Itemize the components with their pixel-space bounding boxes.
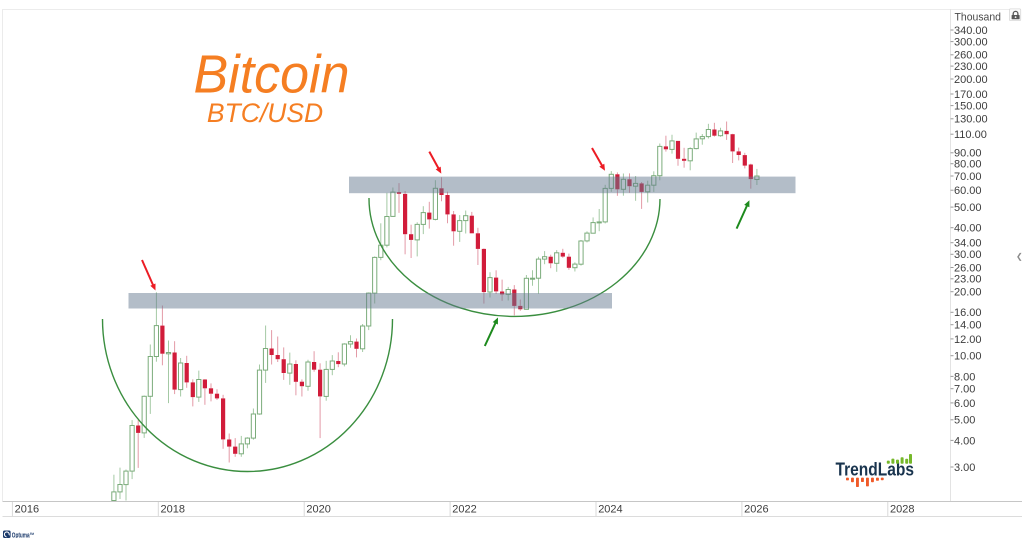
- svg-text:200.00: 200.00: [954, 74, 988, 86]
- svg-text:BTC/USD: BTC/USD: [207, 98, 323, 128]
- svg-text:30.00: 30.00: [954, 249, 982, 261]
- svg-text:TrendLabs: TrendLabs: [836, 459, 915, 480]
- svg-text:Thousand: Thousand: [955, 12, 1002, 24]
- svg-text:2018: 2018: [161, 504, 185, 516]
- svg-text:14.00: 14.00: [954, 320, 982, 332]
- svg-text:10.00: 10.00: [954, 351, 982, 363]
- svg-text:50.00: 50.00: [954, 202, 982, 214]
- svg-text:Optuma™: Optuma™: [12, 533, 35, 538]
- svg-text:4.00: 4.00: [954, 435, 975, 447]
- svg-text:12.00: 12.00: [954, 334, 982, 346]
- svg-text:26.00: 26.00: [954, 262, 982, 274]
- svg-text:40.00: 40.00: [954, 223, 982, 235]
- svg-text:90.00: 90.00: [954, 148, 982, 160]
- svg-text:300.00: 300.00: [954, 37, 988, 49]
- svg-text:170.00: 170.00: [954, 89, 988, 101]
- svg-text:80.00: 80.00: [954, 159, 982, 171]
- svg-text:150.00: 150.00: [954, 101, 988, 113]
- svg-text:20.00: 20.00: [954, 287, 982, 299]
- svg-text:7.00: 7.00: [954, 384, 975, 396]
- svg-text:340.00: 340.00: [954, 25, 988, 37]
- svg-text:130.00: 130.00: [954, 114, 988, 126]
- svg-text:2022: 2022: [452, 504, 476, 516]
- svg-text:2026: 2026: [744, 504, 768, 516]
- svg-text:2020: 2020: [306, 504, 330, 516]
- svg-text:2028: 2028: [890, 504, 914, 516]
- svg-text:260.00: 260.00: [954, 50, 988, 62]
- svg-text:2016: 2016: [15, 504, 39, 516]
- svg-text:5.00: 5.00: [954, 415, 975, 427]
- svg-text:230.00: 230.00: [954, 61, 988, 73]
- svg-text:2024: 2024: [598, 504, 622, 516]
- svg-text:60.00: 60.00: [954, 185, 982, 197]
- svg-text:16.00: 16.00: [954, 307, 982, 319]
- svg-text:110.00: 110.00: [954, 129, 987, 141]
- svg-text:3.00: 3.00: [954, 462, 975, 474]
- svg-text:70.00: 70.00: [954, 171, 982, 183]
- svg-text:34.00: 34.00: [954, 238, 982, 250]
- svg-text:23.00: 23.00: [954, 274, 982, 286]
- svg-text:Bitcoin: Bitcoin: [194, 45, 350, 105]
- svg-text:8.00: 8.00: [954, 371, 975, 383]
- svg-text:6.00: 6.00: [954, 398, 975, 410]
- svg-text:❮: ❮: [1016, 252, 1023, 261]
